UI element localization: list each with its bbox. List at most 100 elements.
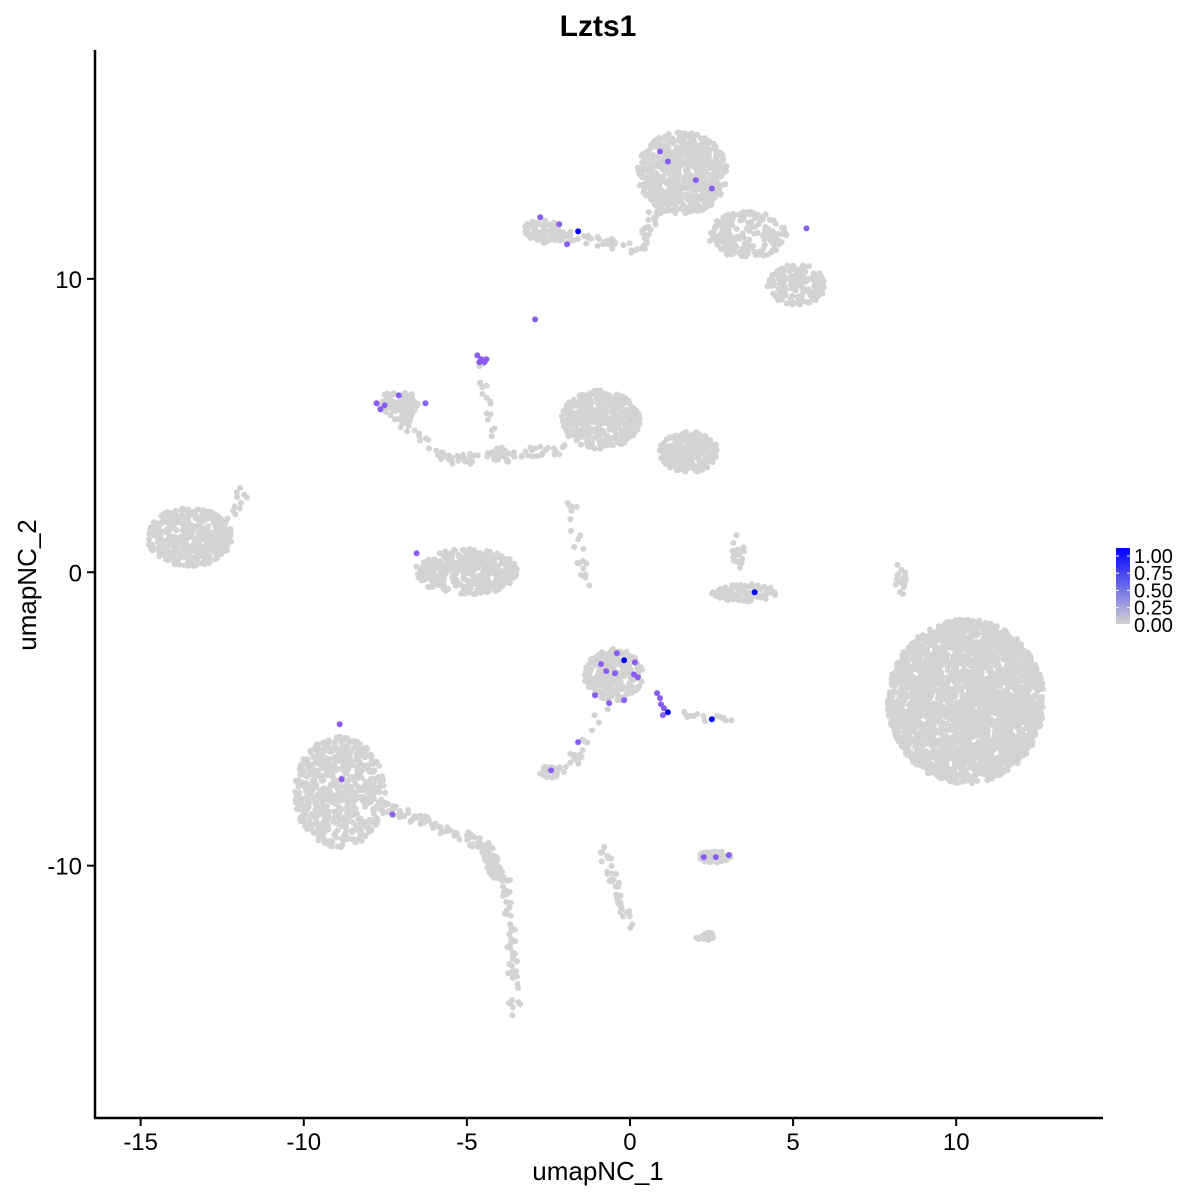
cell-point [643,191,650,198]
cell-point [995,632,1002,639]
cell-point [750,243,757,250]
cell-point [962,667,969,674]
cell-point [740,208,747,215]
cell-point [1024,745,1031,752]
cell-point [728,240,735,247]
cell-point [945,661,952,668]
cell-point [947,618,954,625]
cell-point [968,710,975,717]
cell-point [980,630,987,637]
cell-point [947,777,954,784]
cell-point [986,774,993,781]
cell-point [999,715,1006,722]
cell-point [737,217,744,224]
cell-point [924,758,931,765]
cell-point [946,716,953,723]
cell-point [900,677,907,684]
cell-point [938,745,945,752]
cell-point [754,229,761,236]
cell-point [788,285,795,292]
cell-point [1005,679,1012,686]
cell-point [1021,706,1028,713]
cell-point [606,435,613,442]
cell-point [889,718,896,725]
cell-point [1010,709,1017,716]
cell-point [503,562,510,569]
cell-point [632,420,639,427]
cell-point [1006,641,1013,648]
cell-point [900,648,907,655]
cell-point [962,692,969,699]
cell-point [684,133,691,140]
cell-point [927,651,934,658]
chart-title: Lzts1 [560,10,637,43]
cell-point [931,666,938,673]
cell-point [629,430,636,437]
cell-point [926,711,933,718]
cell-point [927,673,934,680]
cell-point [936,698,943,705]
cell-point [952,747,959,754]
cell-point [192,562,199,569]
cell-point [980,642,987,649]
cell-point [1016,685,1023,692]
cell-point [672,210,679,217]
cell-point [621,439,628,446]
cell-point [695,436,702,443]
cell-point [808,275,815,282]
cell-point [931,647,938,654]
cell-point [664,149,671,156]
cell-point [955,773,962,780]
cell-point [614,411,621,418]
cell-point [712,441,719,448]
cell-point [943,706,950,713]
cell-point [999,734,1006,741]
cell-point [951,759,958,766]
cell-point [599,391,606,398]
cell-point [985,666,992,673]
cell-point [938,750,945,757]
cell-point [194,516,201,523]
cell-point [996,638,1003,645]
cell-point [478,552,485,559]
cell-point [585,443,592,450]
cell-point [977,677,984,684]
cell-point [804,299,811,306]
cell-point [147,531,154,538]
cell-point [195,529,202,536]
cell-point [665,135,672,142]
cell-point [934,737,941,744]
cell-point [956,657,963,664]
cell-point [676,434,683,441]
cell-point [598,442,605,449]
cell-point [593,409,600,416]
cell-point [744,250,751,257]
cell-point [179,520,186,527]
cell-point [685,169,692,176]
cell-point [958,675,965,682]
cell-point [676,134,683,141]
cell-point [989,721,996,728]
cell-point [986,637,993,644]
cell-point [1039,680,1046,687]
cell-point [662,166,669,173]
cell-point [972,642,979,649]
cell-point [678,446,685,453]
cell-point [890,673,897,680]
cell-point [185,555,192,562]
cell-point [689,186,696,193]
cell-point [201,517,208,524]
cell-point [206,558,213,565]
cell-point [921,692,928,699]
cell-point [795,300,802,307]
cell-point [666,186,673,193]
cell-point [936,654,943,661]
cell-point [938,710,945,717]
cell-point [942,652,949,659]
cell-point [674,451,681,458]
cell-point [799,284,806,291]
cell-point [665,206,672,213]
cell-point [429,583,436,590]
cell-point [944,628,951,635]
cell-point [149,543,156,550]
